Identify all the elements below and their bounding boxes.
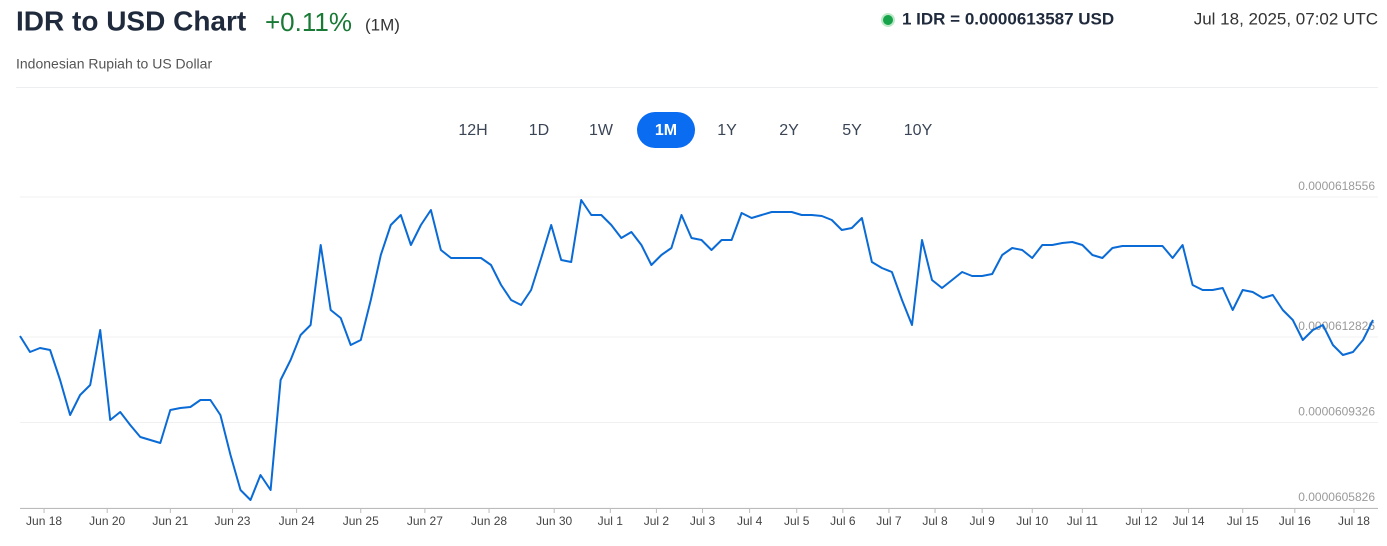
x-tick-label: Jun 24 [279,514,315,528]
y-tick-label: 0.0000618556 [1298,179,1375,193]
x-tick-label: Jul 12 [1125,514,1157,528]
x-tick-label: Jul 15 [1227,514,1259,528]
range-tab[interactable]: 1D [529,122,549,139]
range-tab[interactable]: 12H [458,122,487,139]
x-tick-label: Jul 1 [598,514,624,528]
range-tab[interactable]: 1W [589,122,614,139]
x-tick-label: Jul 9 [969,514,995,528]
range-tab-active[interactable] [637,112,695,148]
period: (1M) [365,15,400,34]
plot: 0.0000605826 0.0000609326 0.0000612826 0.00… [19,179,1378,528]
x-tick-label: Jun 21 [152,514,188,528]
x-tick-label: Jul 18 [1338,514,1370,528]
x-tick-label: Jul 8 [922,514,948,528]
change: +0.11% [265,7,352,37]
range-tab[interactable]: 2Y [779,122,799,139]
x-tick-label: Jul 2 [644,514,670,528]
x-tick-label: Jul 16 [1279,514,1311,528]
y-tick-label: 0.0000605826 [1298,490,1375,504]
x-tick-label: Jun 28 [471,514,507,528]
x-tick-label: Jun 30 [536,514,572,528]
x-tick-label: Jun 23 [214,514,250,528]
x-tick-label: Jun 25 [343,514,379,528]
x-tick-label: Jul 14 [1173,514,1205,528]
subtitle: Indonesian Rupiah to US Dollar [16,56,212,72]
x-tick-label: Jun 20 [89,514,125,528]
x-tick-label: Jul 3 [690,514,716,528]
x-tick-label: Jul 6 [830,514,856,528]
timestamp: Jul 18, 2025, 07:02 UTC [1194,9,1378,28]
range-tab[interactable]: 10Y [904,122,933,139]
x-tick-label: Jul 10 [1016,514,1048,528]
x-tick-label: Jun 27 [407,514,443,528]
range-tab[interactable]: 5Y [842,122,862,139]
range-tabs: 12H 1D 1W 1M 1Y 2Y 5Y 10Y [458,112,933,148]
x-tick-label: Jul 5 [784,514,810,528]
x-tick-label: Jul 11 [1067,514,1098,528]
x-tick-label: Jun 18 [26,514,62,528]
range-tab[interactable]: 1M [655,122,677,139]
price-line [19,199,1374,501]
y-tick-label: 0.0000609326 [1298,405,1375,419]
live-dot [881,13,895,27]
x-tick-label: Jul 4 [737,514,763,528]
rate: 1 IDR = 0.0000613587 USD [902,9,1114,28]
range-tab[interactable]: 1Y [717,122,737,139]
x-tick-label: Jul 7 [876,514,902,528]
y-tick-label: 0.0000612826 [1298,319,1375,333]
page-title: IDR to USD Chart [16,5,246,36]
